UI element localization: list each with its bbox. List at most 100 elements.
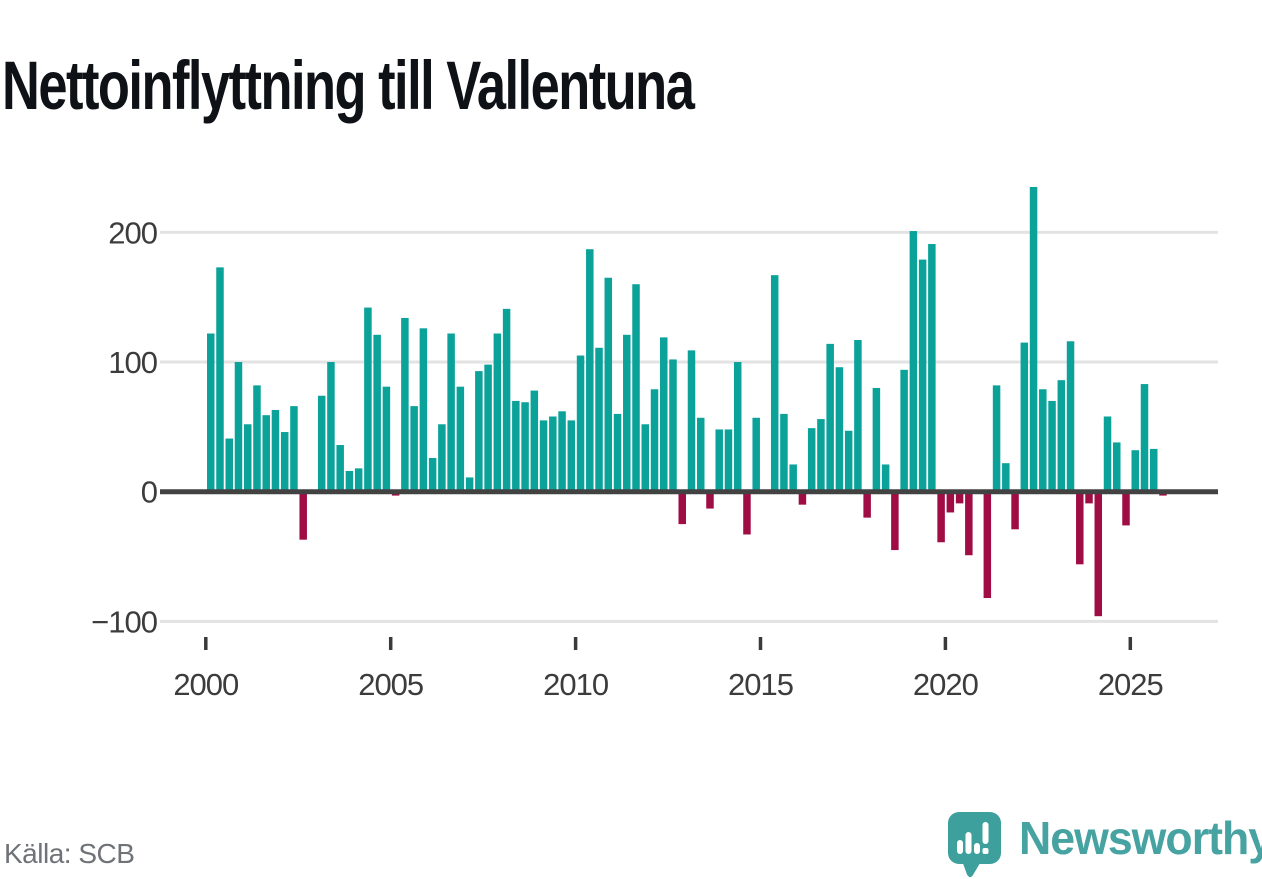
bar (401, 317, 409, 492)
bar (1057, 380, 1066, 492)
bar (937, 491, 945, 543)
x-axis-tick-label: 2020 (913, 667, 979, 702)
bar (410, 406, 418, 492)
y-axis-tick-label: −100 (91, 604, 158, 639)
bar (613, 413, 622, 492)
bar (770, 275, 779, 492)
bar (1029, 186, 1038, 492)
bar (530, 390, 539, 492)
bar (678, 491, 686, 525)
bar (253, 385, 261, 492)
bar (475, 371, 483, 492)
bar (438, 424, 446, 492)
x-axis-tick-label: 2010 (543, 667, 609, 702)
bar (354, 468, 363, 492)
bar (900, 369, 908, 492)
bar (1113, 442, 1121, 492)
bar (364, 307, 372, 492)
bar (336, 445, 344, 492)
page-title: Nettoinflyttning till Vallentuna (2, 47, 695, 125)
bar (724, 429, 733, 492)
bar (650, 389, 659, 492)
bar (234, 362, 243, 492)
bar (789, 464, 797, 492)
bar (1048, 400, 1056, 492)
bar (586, 249, 594, 492)
x-axis-tick-label: 2025 (1098, 667, 1163, 702)
bar (382, 386, 391, 492)
bar (807, 428, 816, 492)
bar (1149, 448, 1158, 492)
bar (271, 410, 280, 492)
bar (817, 419, 825, 492)
bar (623, 334, 631, 492)
bar (1094, 491, 1103, 617)
bar (660, 337, 668, 492)
bar (733, 362, 742, 492)
bar (918, 259, 927, 492)
bar (280, 432, 289, 492)
bar (216, 267, 224, 492)
x-axis-tick-label: 2005 (358, 667, 423, 702)
bar (752, 417, 760, 492)
bar (881, 464, 890, 492)
bar (835, 367, 844, 492)
y-axis-tick-label: 0 (141, 475, 158, 510)
bar (549, 416, 557, 492)
bar (290, 406, 298, 492)
y-axis-tick-label: 200 (108, 215, 157, 250)
bar (558, 411, 566, 492)
bar (373, 334, 381, 492)
bar (1140, 384, 1149, 492)
bar (207, 333, 215, 492)
bar (345, 470, 354, 492)
bar (872, 387, 881, 492)
bar (854, 339, 862, 492)
bar (992, 385, 1001, 492)
bar (567, 420, 576, 492)
bar (576, 355, 585, 492)
bar (595, 347, 603, 492)
bar (604, 277, 613, 492)
bar (1131, 450, 1139, 492)
bar (632, 284, 640, 492)
bar (641, 424, 650, 492)
bar (826, 343, 834, 492)
bar (706, 491, 714, 509)
bar (928, 244, 936, 492)
bar (798, 491, 807, 505)
bar (456, 386, 465, 492)
y-axis-tick-label: 100 (108, 345, 157, 380)
bar (521, 402, 529, 492)
newsworthy-speech-bubble-chart-icon (948, 812, 1001, 878)
bar (447, 333, 455, 492)
bar (965, 491, 973, 556)
bar (946, 491, 955, 513)
x-axis-tick-label: 2015 (728, 667, 793, 702)
bar (493, 333, 502, 492)
x-axis-tick-label: 2000 (173, 667, 239, 702)
bar (780, 413, 788, 492)
source-note: Källa: SCB (4, 838, 135, 869)
newsworthy-logo: Newsworthy (948, 812, 1262, 879)
bar (1076, 491, 1084, 565)
bar (225, 438, 233, 492)
bar (983, 491, 992, 599)
bar (428, 457, 437, 492)
bar (1020, 342, 1029, 492)
bar (1002, 463, 1010, 492)
bar (844, 430, 853, 492)
bar (715, 429, 723, 492)
bars (207, 186, 1167, 617)
bar (299, 491, 307, 540)
bar (669, 359, 677, 492)
bar (1085, 491, 1093, 504)
bar (909, 231, 918, 492)
bar (1122, 491, 1130, 526)
bar (863, 491, 871, 518)
bar (1039, 389, 1047, 492)
bar (539, 420, 548, 492)
bar (891, 491, 899, 551)
bar (317, 395, 326, 492)
